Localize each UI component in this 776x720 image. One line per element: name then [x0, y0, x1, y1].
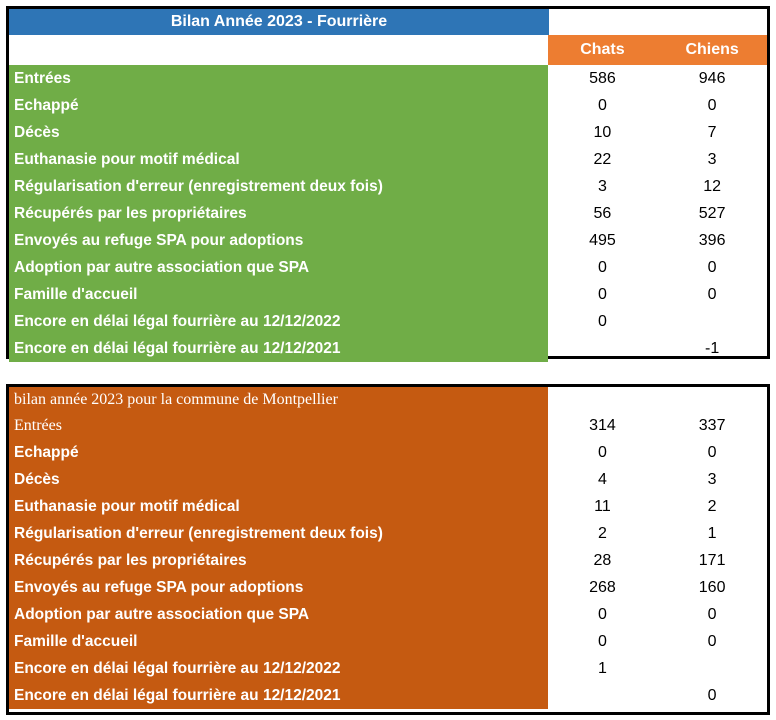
cell-chats: 56 — [593, 205, 612, 222]
row-label: Envoyés au refuge SPA pour adoptions — [9, 227, 548, 254]
cell-chats: 495 — [589, 232, 616, 249]
row-label: Famille d'accueil — [9, 281, 548, 308]
table-row: Encore en délai légal fourrière au 12/12… — [9, 308, 767, 335]
row-label: Encore en délai légal fourrière au 12/12… — [9, 682, 548, 709]
cell-chats: 28 — [593, 552, 612, 569]
cell-chiens: 1 — [707, 525, 717, 542]
row-label: Encore en délai légal fourrière au 12/12… — [9, 655, 548, 682]
cell-chats: 10 — [593, 124, 612, 141]
table-row: Récupérés par les propriétaires 28 171 — [9, 547, 767, 574]
cell-chats: 0 — [597, 286, 607, 303]
cell-chiens: 0 — [707, 286, 717, 303]
row-label: Echappé — [9, 439, 548, 466]
table-row: Récupérés par les propriétaires 56 527 — [9, 200, 767, 227]
table-title-row: Bilan Année 2023 - Fourrière — [9, 9, 767, 35]
table-row: Décès 4 3 — [9, 466, 767, 493]
column-header-chiens: Chiens — [657, 35, 767, 65]
table-row: Euthanasie pour motif médical 22 3 — [9, 146, 767, 173]
table-row: Euthanasie pour motif médical 11 2 — [9, 493, 767, 520]
table-row: Adoption par autre association que SPA 0 0 — [9, 601, 767, 628]
table-row: Régularisation d'erreur (enregistrement … — [9, 520, 767, 547]
cell-chats: 11 — [594, 498, 611, 515]
cell-chiens — [657, 655, 767, 682]
cell-chiens: 0 — [707, 633, 717, 650]
cell-chiens: 3 — [707, 471, 717, 488]
cell-chats — [548, 335, 658, 362]
table-title: bilan année 2023 pour la commune de Mont… — [9, 387, 548, 412]
table-row: Entrées 314 337 — [9, 412, 767, 439]
cell-chats — [548, 682, 658, 709]
row-label: Encore en délai légal fourrière au 12/12… — [9, 308, 548, 335]
row-label: Adoption par autre association que SPA — [9, 254, 548, 281]
cell-chiens: 12 — [703, 178, 722, 195]
cell-chiens — [657, 308, 767, 335]
table-row: Envoyés au refuge SPA pour adoptions 268 1… — [9, 574, 767, 601]
row-label: Décès — [9, 119, 548, 146]
row-label: Récupérés par les propriétaires — [9, 200, 548, 227]
table-row: Encore en délai légal fourrière au 12/12… — [9, 655, 767, 682]
cell-chats: 0 — [597, 633, 607, 650]
montpellier-table: bilan année 2023 pour la commune de Mont… — [6, 384, 770, 715]
table-row: Famille d'accueil 0 0 — [9, 628, 767, 655]
row-label: Régularisation d'erreur (enregistrement … — [9, 520, 548, 547]
table-title-row: bilan année 2023 pour la commune de Mont… — [9, 387, 767, 412]
row-label: Euthanasie pour motif médical — [9, 493, 548, 520]
cell-chiens: 171 — [698, 552, 726, 569]
table-row: Décès 10 7 — [9, 119, 767, 146]
table-row: Echappé 0 0 — [9, 92, 767, 119]
table-row: Echappé 0 0 — [9, 439, 767, 466]
cell-chats: 2 — [597, 525, 607, 542]
fourriere-table: Bilan Année 2023 - Fourrière Chats Chien… — [6, 6, 770, 362]
cell-chats: 22 — [593, 151, 612, 168]
row-label: Famille d'accueil — [9, 628, 548, 655]
row-label: Entrées — [9, 412, 548, 439]
cell-chats: 0 — [597, 97, 607, 114]
row-label: Entrées — [9, 65, 548, 92]
cell-chiens: 2 — [707, 498, 717, 515]
row-label: Euthanasie pour motif médical — [9, 146, 548, 173]
cell-chiens: 0 — [707, 687, 717, 704]
cell-chats: 4 — [597, 471, 607, 488]
cell-chiens: 0 — [707, 97, 717, 114]
row-label: Encore en délai légal fourrière au 12/12… — [9, 335, 548, 362]
cell-chiens: 396 — [698, 232, 726, 249]
row-label: Envoyés au refuge SPA pour adoptions — [9, 574, 548, 601]
table-row: Famille d'accueil 0 0 — [9, 281, 767, 308]
row-label: Récupérés par les propriétaires — [9, 547, 548, 574]
cell-chats: 314 — [589, 417, 616, 434]
cell-chats: 586 — [589, 70, 616, 87]
table-row: Encore en délai légal fourrière au 12/12… — [9, 335, 767, 362]
cell-chiens: 527 — [698, 205, 726, 222]
cell-chiens: 0 — [707, 444, 717, 461]
cell-chats: 0 — [597, 606, 607, 623]
cell-chats: 3 — [597, 178, 607, 195]
cell-chats: 0 — [597, 444, 607, 461]
cell-chiens: -1 — [705, 340, 720, 357]
cell-chiens: 946 — [698, 70, 726, 87]
cell-chats: 0 — [597, 313, 607, 330]
table-row: Régularisation d'erreur (enregistrement … — [9, 173, 767, 200]
cell-chiens: 0 — [707, 606, 717, 623]
column-header-chats: Chats — [547, 35, 658, 65]
cell-chiens: 0 — [707, 259, 717, 276]
row-label: Décès — [9, 466, 548, 493]
table-row: Encore en délai légal fourrière au 12/12… — [9, 682, 767, 709]
row-label: Echappé — [9, 92, 548, 119]
cell-chiens: 160 — [698, 579, 726, 596]
cell-chats: 0 — [597, 259, 607, 276]
cell-chats: 1 — [597, 660, 607, 677]
column-header-row: Chats Chiens — [9, 35, 767, 65]
table-row: Adoption par autre association que SPA 0 0 — [9, 254, 767, 281]
row-label: Adoption par autre association que SPA — [9, 601, 548, 628]
cell-chiens: 7 — [707, 124, 717, 141]
table-title: Bilan Année 2023 - Fourrière — [9, 9, 549, 35]
table-row: Envoyés au refuge SPA pour adoptions 495 3… — [9, 227, 767, 254]
row-label: Régularisation d'erreur (enregistrement … — [9, 173, 548, 200]
cell-chats: 268 — [589, 579, 616, 596]
table-row: Entrées 586 946 — [9, 65, 767, 92]
cell-chiens: 337 — [698, 417, 726, 434]
cell-chiens: 3 — [707, 151, 717, 168]
